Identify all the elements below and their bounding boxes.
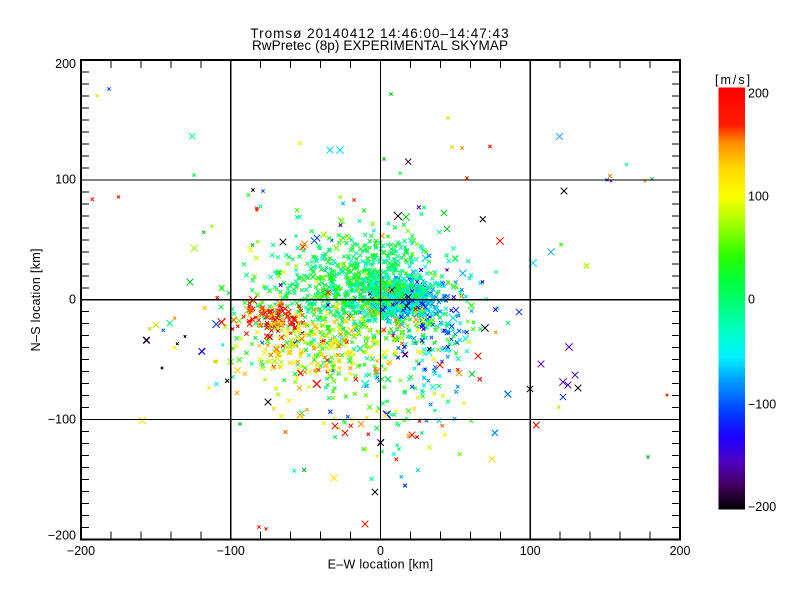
- svg-text:−100: −100: [48, 413, 76, 427]
- svg-text:200: 200: [748, 87, 769, 101]
- svg-text:200: 200: [55, 57, 76, 71]
- svg-text:−100: −100: [748, 398, 776, 412]
- svg-text:[m/s]: [m/s]: [715, 73, 752, 87]
- svg-text:100: 100: [520, 544, 541, 558]
- svg-text:100: 100: [748, 190, 769, 204]
- svg-text:0: 0: [377, 544, 384, 558]
- svg-text:0: 0: [748, 293, 755, 307]
- svg-text:−200: −200: [67, 544, 95, 558]
- svg-text:−200: −200: [48, 529, 76, 543]
- svg-text:0: 0: [69, 293, 76, 307]
- svg-text:−200: −200: [748, 500, 776, 514]
- svg-text:E–W location [km]: E–W location [km]: [328, 558, 434, 572]
- svg-text:200: 200: [670, 544, 691, 558]
- svg-text:100: 100: [55, 173, 76, 187]
- svg-text:RwPretec (8p) EXPERIMENTAL SKY: RwPretec (8p) EXPERIMENTAL SKYMAP: [252, 38, 508, 53]
- svg-text:Tromsø 20140412 14:46:00–14:47: Tromsø 20140412 14:46:00–14:47:43: [250, 26, 509, 41]
- svg-text:−100: −100: [217, 544, 245, 558]
- svg-text:N–S location [km]: N–S location [km]: [29, 248, 43, 351]
